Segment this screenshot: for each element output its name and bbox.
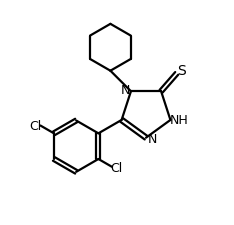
Text: Cl: Cl	[29, 119, 42, 132]
Text: NH: NH	[170, 113, 188, 126]
Text: N: N	[148, 133, 157, 146]
Text: N: N	[121, 84, 130, 97]
Text: Cl: Cl	[111, 161, 123, 174]
Text: S: S	[177, 64, 186, 78]
